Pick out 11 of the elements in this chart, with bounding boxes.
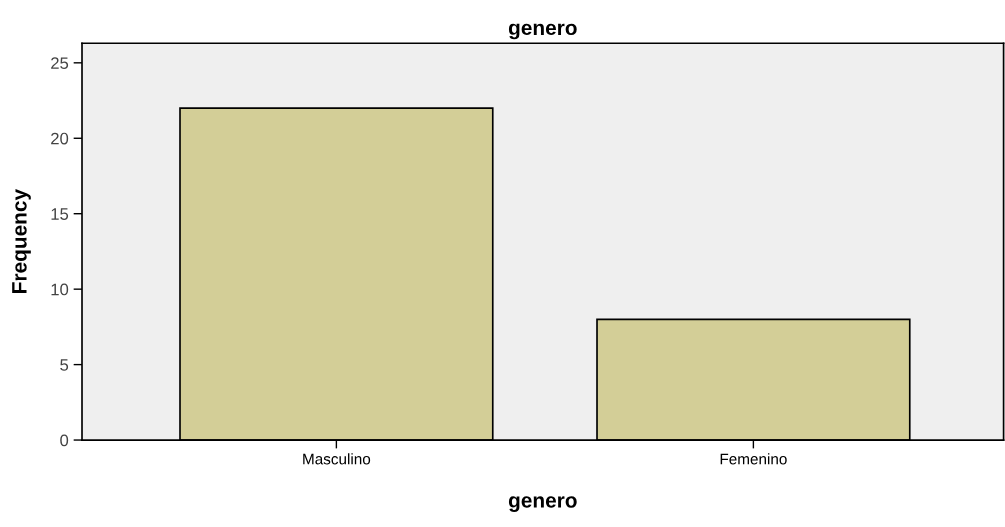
y-tick-label: 25 bbox=[51, 57, 69, 70]
y-tick-label: 15 bbox=[51, 208, 69, 220]
y-tick-label: 0 bbox=[60, 434, 69, 447]
y-tick-label: 5 bbox=[60, 359, 69, 371]
x-axis-title: genero bbox=[508, 496, 577, 512]
y-axis-title: Frequency bbox=[12, 189, 31, 293]
y-tick-label: 10 bbox=[51, 283, 69, 296]
x-tick-label: Femenino bbox=[720, 453, 787, 465]
chart-title: genero bbox=[508, 23, 577, 40]
y-tick-label: 20 bbox=[51, 132, 69, 145]
x-tick-label: Masculino bbox=[303, 453, 371, 465]
